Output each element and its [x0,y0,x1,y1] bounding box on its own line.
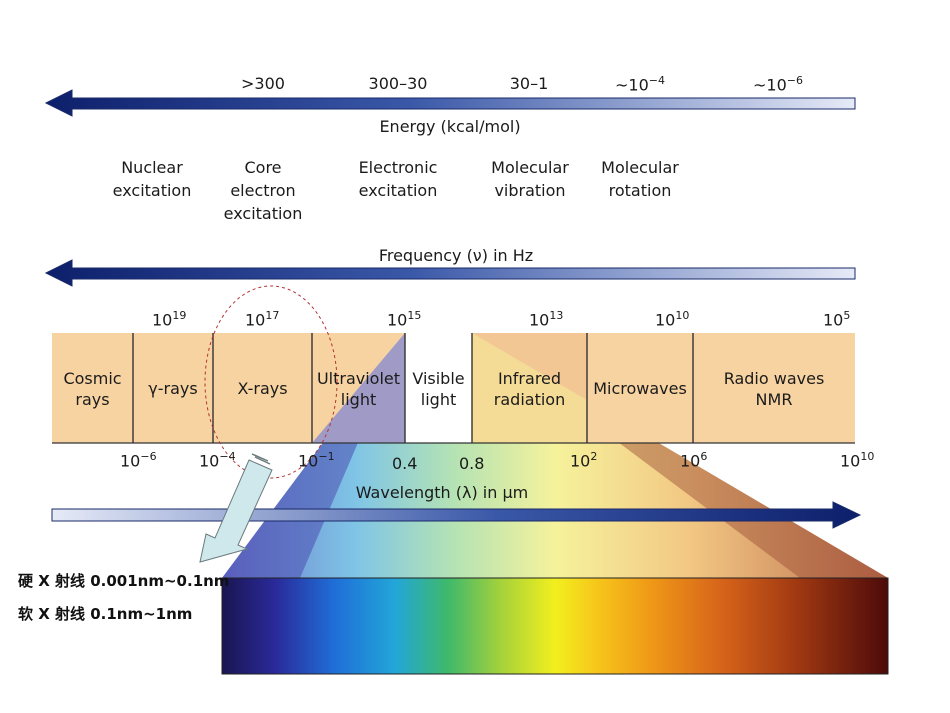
frequency-label: Frequency (ν) in Hz [378,246,534,265]
process-vibration: Molecular vibration [491,158,569,200]
energy-value-4: ~10−4 [615,74,665,95]
freq-tick-6: 105 [823,309,851,330]
wl-tick-3: 10−1 [298,450,335,471]
wl-tick-4: 0.4 [392,454,418,473]
wl-tick-8: 1010 [840,450,875,471]
process-core: Core electron excitation [223,158,303,223]
wl-tick-5: 0.8 [459,454,485,473]
freq-tick-1: 1019 [152,309,187,330]
soft-xray-note: 软 X 射线 0.1nm~1nm [18,605,193,623]
band-visible-light: Visible light [412,369,465,409]
freq-tick-4: 1013 [529,309,564,330]
hard-xray-note: 硬 X 射线 0.001nm~0.1nm [18,572,230,590]
process-rotation: Molecular rotation [601,158,679,200]
energy-label: Energy (kcal/mol) [379,117,521,136]
freq-tick-5: 1010 [655,309,690,330]
energy-value-1: >300 [241,74,285,93]
process-electronic: Electronic excitation [358,158,438,200]
energy-value-2: 300–30 [368,74,428,93]
wavelength-label: Wavelength (λ) in μm [355,483,529,502]
energy-value-5: ~10−6 [753,74,803,95]
wl-tick-2: 10−4 [199,450,236,471]
visible-box [405,333,472,443]
wl-tick-7: 106 [680,450,708,471]
freq-tick-3: 1015 [387,309,422,330]
band-cosmic-rays: Cosmic rays [63,369,122,409]
process-nuclear: Nuclear excitation [112,158,192,200]
band-ultraviolet: Ultraviolet light [316,369,401,409]
color-spectrum [221,577,889,675]
band-microwaves: Microwaves [593,379,687,398]
wl-tick-6: 102 [570,450,598,471]
wl-tick-1: 10−6 [120,450,157,471]
band-radio-waves: Radio waves NMR [723,369,825,409]
band-x-rays: X-rays [237,379,288,398]
freq-tick-2: 1017 [245,309,280,330]
xray-highlight-ellipse [204,285,338,479]
callout-arrow [199,453,273,563]
frequency-arrow [44,259,856,287]
energy-value-3: 30–1 [509,74,549,93]
band-gamma-rays: γ-rays [148,379,198,398]
band-infrared: Infrared radiation [493,369,566,409]
energy-arrow [44,89,856,117]
wavelength-arrow [51,501,862,529]
